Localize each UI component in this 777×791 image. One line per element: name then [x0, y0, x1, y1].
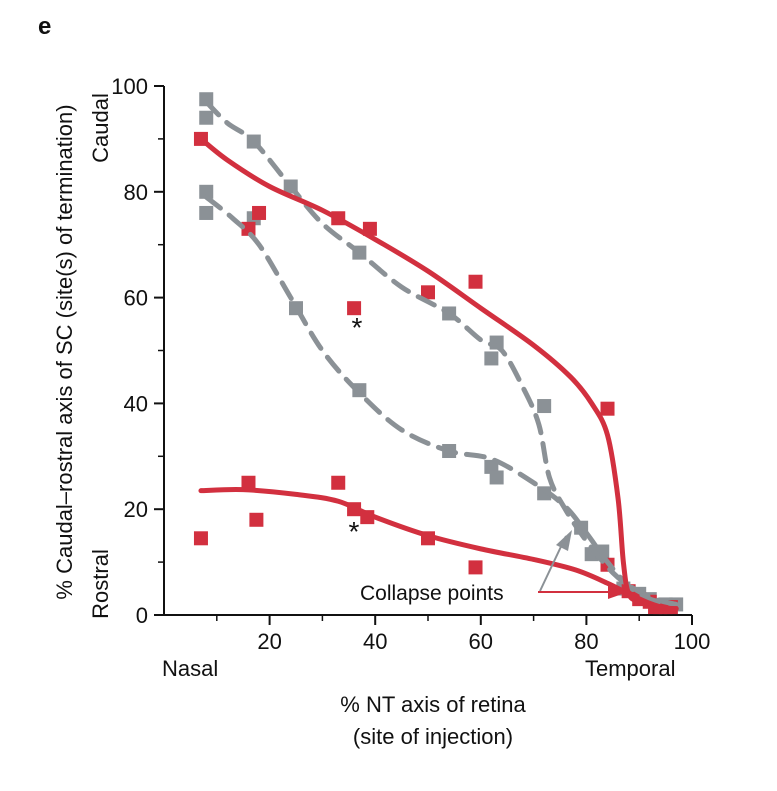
x-tick-label: 80: [574, 629, 598, 654]
y-tick-label: 20: [124, 497, 148, 522]
panel-label: e: [38, 13, 51, 40]
x-tick-label: 60: [469, 629, 493, 654]
asterisk-lower: *: [349, 516, 360, 547]
asterisk-upper: *: [352, 312, 363, 343]
y-end-label-caudal: Caudal: [88, 93, 113, 163]
red-data-point: [421, 285, 435, 300]
red-data-point: [252, 205, 267, 220]
y-tick-label: 100: [111, 74, 148, 99]
x-tick-label: 40: [363, 629, 387, 654]
grey-fit-curve: [203, 99, 679, 607]
red-data-point: [347, 301, 362, 316]
red-data-point: [331, 475, 346, 490]
x-axis-title-line1: % NT axis of retina: [340, 692, 526, 717]
grey-data-point: [537, 399, 552, 414]
plot-marks: [193, 92, 684, 615]
y-tick-label: 80: [124, 180, 148, 205]
x-tick-label: 100: [674, 629, 711, 654]
grey-data-point: [484, 459, 499, 474]
grey-data-point: [199, 110, 214, 125]
grey-data-point: [489, 470, 504, 485]
red-fit-curve: [198, 486, 679, 612]
red-data-point: [249, 512, 264, 527]
red-data-point: [241, 221, 256, 236]
grey-data-point: [484, 351, 499, 366]
x-axis-title-line2: (site of injection): [353, 724, 513, 749]
red-data-point: [193, 531, 208, 546]
grey-data-point: [199, 205, 214, 220]
y-tick-label: 40: [124, 391, 148, 416]
red-data-point: [468, 274, 483, 289]
axis-ticks: 0 20 40 60 80 100 20 40 60 80 100: [111, 74, 710, 654]
grey-fit-curve: [203, 194, 679, 607]
red-data-point: [468, 560, 483, 575]
y-end-label-rostral: Rostral: [88, 549, 113, 619]
grey-data-point: [199, 184, 214, 199]
annotation-arrowhead-red: [608, 585, 628, 599]
annotation-arrowhead-grey: [556, 530, 572, 551]
x-end-label-temporal: Temporal: [585, 656, 675, 681]
y-axis-title: % Caudal–rostral axis of SC (site(s) of …: [52, 104, 77, 599]
y-tick-label: 0: [136, 603, 148, 628]
collapse-points-annotation: Collapse points: [360, 582, 504, 605]
x-end-label-nasal: Nasal: [162, 656, 218, 681]
x-tick-label: 20: [257, 629, 281, 654]
red-data-point: [600, 401, 615, 416]
red-data-point: [241, 475, 256, 490]
y-tick-label: 60: [124, 286, 148, 311]
